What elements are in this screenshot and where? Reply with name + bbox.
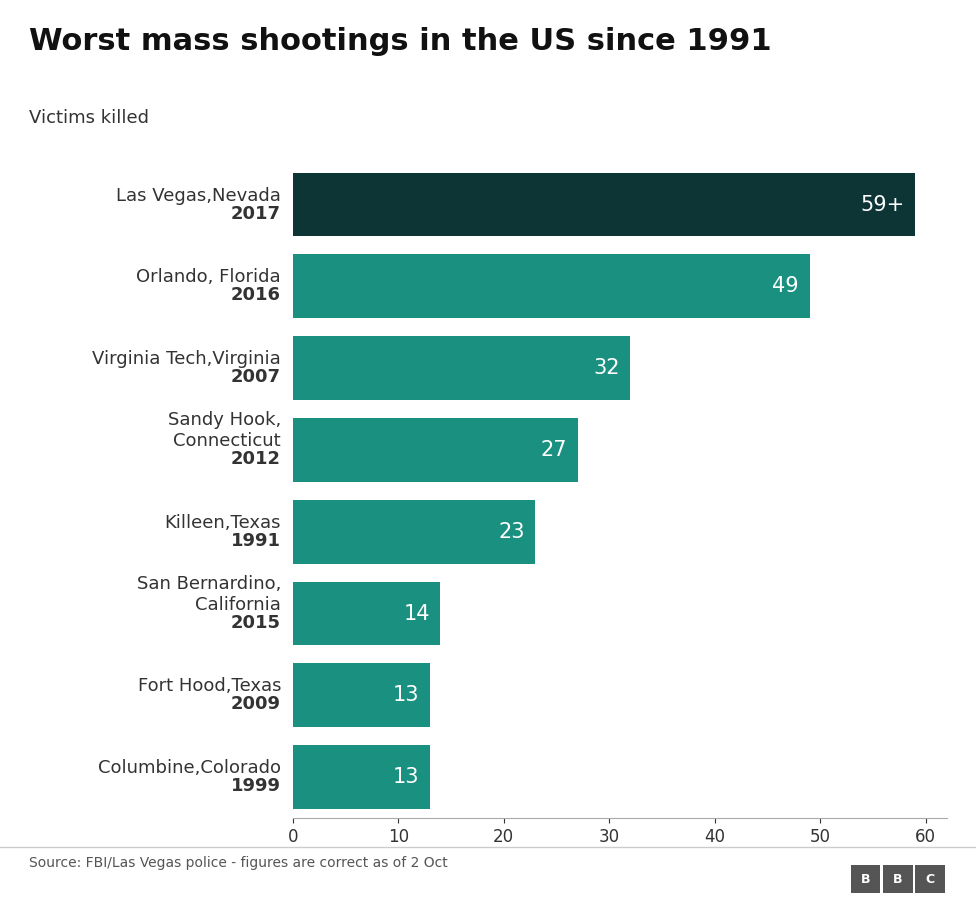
Text: Virginia Tech,Virginia: Virginia Tech,Virginia [93,350,281,368]
Text: Sandy Hook,
Connecticut: Sandy Hook, Connecticut [168,411,281,450]
Bar [293,745,429,809]
Text: Source: FBI/Las Vegas police - figures are correct as of 2 Oct: Source: FBI/Las Vegas police - figures a… [29,856,448,870]
Text: Columbine,Colorado: Columbine,Colorado [98,759,281,777]
Text: B: B [861,873,871,885]
Text: 27: 27 [541,440,567,460]
Text: Fort Hood,Texas: Fort Hood,Texas [138,677,281,695]
Text: 49: 49 [772,276,799,296]
Text: Worst mass shootings in the US since 1991: Worst mass shootings in the US since 199… [29,27,772,56]
Bar [293,173,915,236]
Text: 13: 13 [393,685,420,705]
Text: B: B [893,873,903,885]
Text: 1999: 1999 [231,777,281,795]
Bar [293,582,440,645]
Bar [293,500,536,564]
Text: 2017: 2017 [231,205,281,223]
Text: 2015: 2015 [231,614,281,632]
Text: Las Vegas,Nevada: Las Vegas,Nevada [116,186,281,205]
Text: Killeen,Texas: Killeen,Texas [165,514,281,532]
Text: C: C [925,873,935,885]
Text: 2007: 2007 [231,368,281,386]
Text: 14: 14 [403,604,429,624]
Bar [293,255,810,318]
Text: 59+: 59+ [860,195,905,215]
Bar [293,418,578,482]
Text: Victims killed: Victims killed [29,109,149,127]
Text: 2016: 2016 [231,286,281,305]
Text: 23: 23 [499,522,525,542]
Text: 1991: 1991 [231,532,281,550]
Text: Orlando, Florida: Orlando, Florida [137,268,281,286]
Bar [293,664,429,727]
Text: 2012: 2012 [231,450,281,468]
Text: 32: 32 [593,358,620,378]
Text: 13: 13 [393,767,420,787]
Text: San Bernardino,
California: San Bernardino, California [137,574,281,614]
Text: 2009: 2009 [231,695,281,714]
Bar [293,336,630,400]
